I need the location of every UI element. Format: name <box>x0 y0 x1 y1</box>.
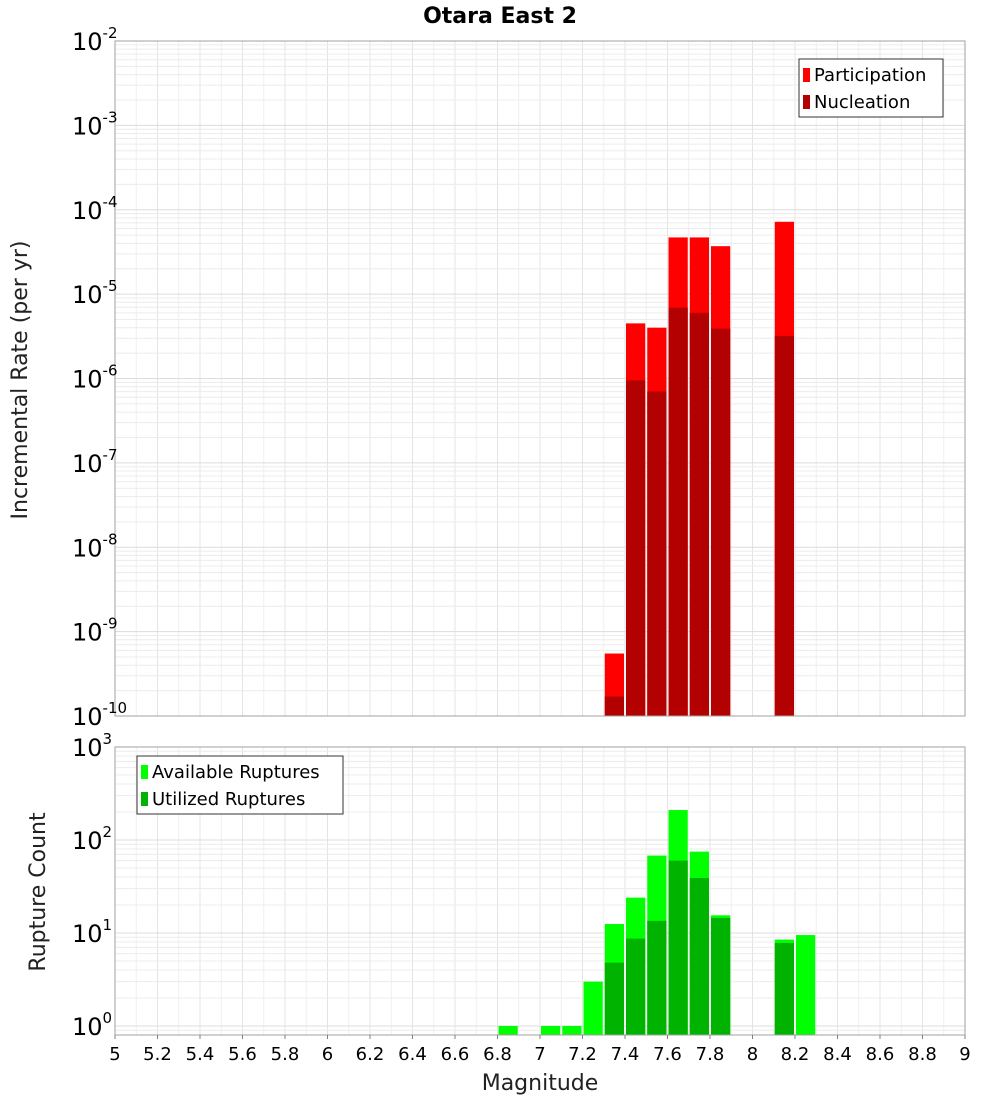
bar <box>689 878 709 1035</box>
x-tick-label: 7.8 <box>696 1044 725 1065</box>
bar <box>604 962 624 1035</box>
y-tick-label: 10-10 <box>72 699 127 731</box>
x-tick-label: 7.4 <box>611 1044 640 1065</box>
x-tick-label: 6 <box>322 1044 333 1065</box>
top-y-axis-label: Incremental Rate (per yr) <box>8 241 33 520</box>
bar <box>711 917 731 1035</box>
bar <box>689 312 709 716</box>
chart-title: Otara East 2 <box>423 4 577 29</box>
legend-swatch <box>141 765 148 779</box>
bar <box>774 943 794 1035</box>
legend-label: Participation <box>814 65 926 86</box>
y-tick-label: 10-5 <box>72 277 118 309</box>
bar <box>711 328 731 716</box>
bar <box>604 696 624 716</box>
bar <box>626 380 646 716</box>
legend: Participation Nucleation <box>798 58 944 118</box>
x-tick-label: 5 <box>109 1044 120 1065</box>
y-tick-label: 10-9 <box>72 615 118 647</box>
x-tick-label: 7.6 <box>653 1044 682 1065</box>
bar <box>626 938 646 1035</box>
x-tick-label: 5.8 <box>271 1044 300 1065</box>
y-tick-label: 10-4 <box>72 193 118 225</box>
y-tick-label: 10-8 <box>72 530 118 562</box>
x-tick-label: 9 <box>959 1044 970 1065</box>
bar <box>583 981 603 1035</box>
bottom-y-axis-label: Rupture Count <box>26 812 51 972</box>
y-tick-label: 100 <box>72 1009 112 1041</box>
series-utilized-ruptures <box>604 860 794 1035</box>
x-tick-label: 5.4 <box>186 1044 215 1065</box>
y-tick-label: 10-7 <box>72 446 118 478</box>
x-tick-label: 6.4 <box>398 1044 427 1065</box>
bar <box>774 335 794 716</box>
x-tick-label: 8.4 <box>823 1044 852 1065</box>
series-nucleation <box>604 307 794 716</box>
legend-swatch <box>803 95 810 109</box>
x-tick-label: 7 <box>534 1044 545 1065</box>
x-tick-label: 6.2 <box>356 1044 385 1065</box>
x-ticks: 5 5.2 5.4 5.6 5.8 6 6.2 6.4 6.6 6.8 7 7.2 7.4 7.6 7.8 8… <box>109 1035 971 1065</box>
y-tick-label: 102 <box>72 823 112 855</box>
x-tick-label: 7.2 <box>568 1044 597 1065</box>
bar <box>668 860 688 1035</box>
legend-box <box>798 58 944 118</box>
x-tick-label: 5.6 <box>228 1044 257 1065</box>
grid <box>114 41 966 717</box>
bar <box>541 1025 561 1035</box>
y-tick-label: 103 <box>72 730 112 762</box>
legend: Available Ruptures Utilized Ruptures <box>136 755 344 815</box>
rate-panel: 10-10 10-9 10-8 10-7 10-6 10-5 10-4 10-3 10-2 Par… <box>72 24 966 731</box>
y-tick-label: 101 <box>72 916 112 948</box>
rupture-count-panel: 100 101 102 103 5 5.2 5.4 5.6 5.8 6 6.2 6.4 6.6 6.8 7 7… <box>72 730 971 1065</box>
y-tick-label: 10-2 <box>72 24 118 56</box>
plot-frame <box>114 40 966 717</box>
bar <box>647 391 667 716</box>
legend-label: Utilized Ruptures <box>152 789 305 810</box>
legend-swatch <box>141 792 148 806</box>
bar <box>562 1025 582 1035</box>
x-tick-label: 8 <box>747 1044 758 1065</box>
y-tick-label: 10-6 <box>72 362 118 394</box>
x-tick-label: 8.8 <box>908 1044 937 1065</box>
x-tick-label: 8.2 <box>781 1044 810 1065</box>
x-tick-label: 6.6 <box>441 1044 470 1065</box>
y-tick-label: 10-3 <box>72 108 118 140</box>
x-tick-label: 8.6 <box>866 1044 895 1065</box>
legend-swatch <box>803 68 810 82</box>
x-axis-label: Magnitude <box>482 1071 599 1096</box>
bar <box>796 935 816 1035</box>
bar <box>647 920 667 1035</box>
legend-label: Available Ruptures <box>152 762 320 783</box>
legend-label: Nucleation <box>814 92 910 113</box>
x-tick-label: 6.8 <box>483 1044 512 1065</box>
x-tick-label: 5.2 <box>143 1044 172 1065</box>
bar <box>668 307 688 716</box>
bar <box>498 1025 518 1035</box>
legend-box <box>136 755 344 815</box>
